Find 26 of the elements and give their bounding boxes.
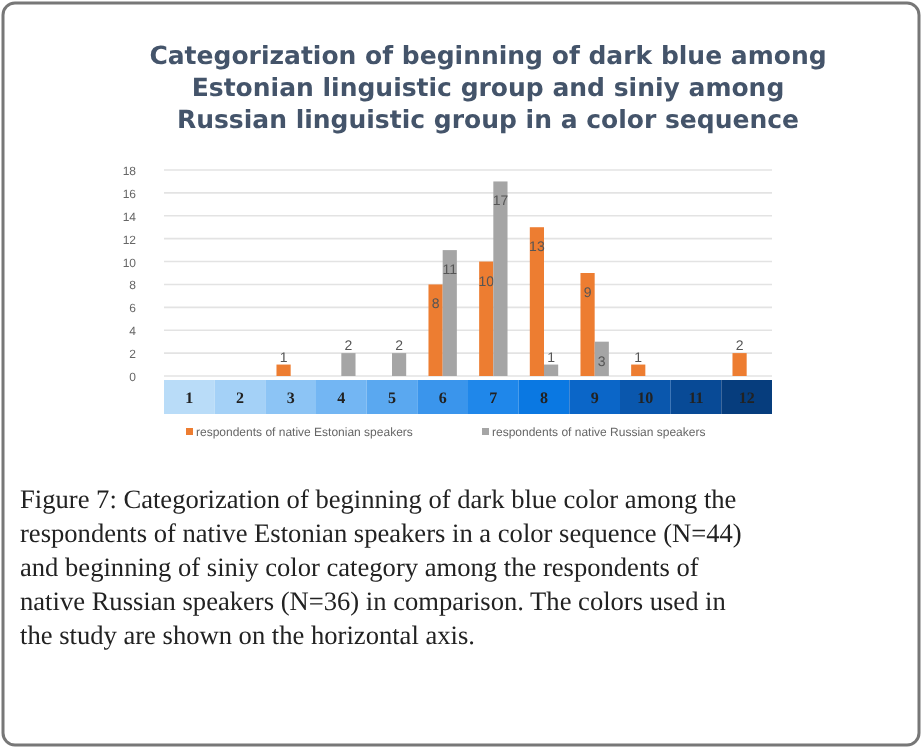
x-tick-label: 11: [688, 389, 704, 407]
bar: [428, 284, 443, 376]
bar: [341, 353, 356, 376]
x-tick-label: 10: [637, 389, 654, 407]
x-tick-label: 7: [489, 389, 498, 407]
x-tick-label: 5: [388, 389, 396, 407]
bar: [392, 353, 407, 376]
bar: [529, 227, 544, 376]
x-tick-label: 9: [590, 389, 599, 407]
x-tick-label: 6: [438, 389, 447, 407]
x-tick-label: 8: [540, 389, 548, 407]
x-tick-label: 12: [738, 389, 755, 407]
chart-title: Categorization of beginning of dark blue among Estonian linguistic group and siniy among Russian linguistic group in a color sequence: [149, 40, 827, 134]
bar: [442, 250, 457, 376]
bar: [276, 364, 291, 376]
bar: [544, 364, 559, 376]
x-tick-label: 1: [185, 389, 194, 407]
bar: [493, 181, 508, 376]
bar: [732, 353, 747, 376]
bar: [479, 261, 494, 376]
x-tick-label: 2: [236, 389, 244, 407]
caption: Figure 7: Categorization of beginning of dark blue color among the respondents of native Estonian speakers in a color sequence (N=44) and beginning of siniy color category among the respondents of native Russian speakers (N=36) in comparison. The colors used in the study are shown on the horizontal axis.: [20, 484, 742, 650]
x-tick-label: 3: [286, 389, 295, 407]
bar: [580, 273, 595, 376]
bar: [631, 364, 646, 376]
x-tick-label: 4: [337, 389, 346, 407]
